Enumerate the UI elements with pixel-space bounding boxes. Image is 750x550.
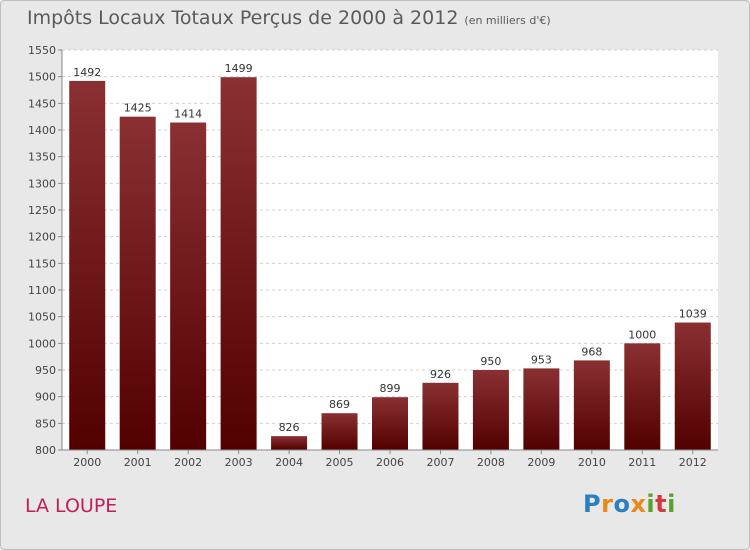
data-label-2001: 1425 (124, 102, 152, 115)
chart-unit: (en milliers d'€) (464, 14, 551, 27)
x-tick-label-2008: 2008 (477, 456, 505, 469)
bar-2008 (472, 370, 509, 450)
y-axis: 800 850 900 950 1000 1050 1100 1150 1200 1250 1300… (28, 44, 63, 457)
logo-letter: o (613, 490, 631, 518)
x-tick-label-2007: 2007 (426, 456, 454, 469)
logo-letter: t (655, 490, 668, 518)
bar-2005 (321, 413, 358, 450)
bar-2007 (422, 382, 459, 450)
x-tick-label-2011: 2011 (628, 456, 656, 469)
x-tick-label-2009: 2009 (527, 456, 555, 469)
y-tick-label: 1100 (28, 284, 56, 297)
logo-letter: P (583, 490, 602, 518)
proxiti-logo[interactable]: Proxiti (583, 490, 676, 518)
bar-2011 (624, 343, 661, 450)
data-label-2005: 869 (329, 398, 350, 411)
x-tick-label-2001: 2001 (124, 456, 152, 469)
x-axis: 2000 2001 2002 2003 2004 2005 2006 2007 2008 2009… (62, 449, 718, 469)
x-tick-label-2012: 2012 (679, 456, 707, 469)
y-tick-label: 1550 (28, 44, 56, 57)
y-tick-label: 1050 (28, 311, 56, 324)
chart-title-text: Impôts Locaux Totaux Perçus de 2000 à 20… (27, 7, 459, 29)
data-label-2012: 1039 (679, 308, 707, 321)
bar-2003 (220, 77, 257, 450)
bar-2002 (170, 122, 207, 451)
x-tick-label-2010: 2010 (578, 456, 606, 469)
commune-name: LA LOUPE (25, 495, 118, 517)
y-tick-label: 800 (35, 444, 56, 457)
x-tick-label-2004: 2004 (275, 456, 303, 469)
x-tick-label-2003: 2003 (225, 456, 253, 469)
data-label-2009: 953 (531, 353, 552, 366)
bar-2009 (523, 368, 560, 450)
y-tick-label: 950 (35, 364, 56, 377)
y-tick-label: 1000 (28, 337, 56, 350)
y-tick-label: 1500 (28, 71, 56, 84)
y-tick-label: 1250 (28, 204, 56, 217)
data-label-2000: 1492 (73, 66, 101, 79)
bars (69, 77, 711, 451)
bar-2004 (271, 436, 308, 450)
bar-2012 (674, 322, 711, 450)
x-tick-label-2005: 2005 (326, 456, 354, 469)
data-label-2002: 1414 (174, 108, 202, 121)
y-tick-label: 1350 (28, 151, 56, 164)
y-tick-label: 1400 (28, 124, 56, 137)
bar-2001 (119, 116, 156, 451)
y-tick-label: 1450 (28, 97, 56, 110)
chart-title: Impôts Locaux Totaux Perçus de 2000 à 20… (27, 7, 551, 29)
bar-2010 (573, 360, 610, 450)
data-labels: 1492 1425 1414 1499 826 869 899 926 950 953 968 100… (73, 62, 707, 434)
y-tick-label: 900 (35, 391, 56, 404)
y-tick-label: 1200 (28, 231, 56, 244)
y-tick-label: 1150 (28, 257, 56, 270)
logo-letter: i (667, 490, 676, 518)
logo-letter: i (646, 490, 656, 518)
x-tick-label-2002: 2002 (174, 456, 202, 469)
data-label-2004: 826 (279, 421, 300, 434)
data-label-2007: 926 (430, 368, 451, 381)
bar-2000 (69, 80, 106, 450)
data-label-2006: 899 (380, 382, 401, 395)
data-label-2010: 968 (581, 345, 602, 358)
logo-letter: r (601, 490, 614, 518)
data-label-2008: 950 (480, 355, 501, 368)
bar-2006 (372, 397, 408, 450)
x-tick-label-2006: 2006 (376, 456, 404, 469)
y-tick-label: 1300 (28, 177, 56, 190)
y-tick-label: 850 (35, 417, 56, 430)
data-label-2011: 1000 (628, 328, 656, 341)
logo-letter: x (630, 490, 647, 518)
x-tick-label-2000: 2000 (73, 456, 101, 469)
data-label-2003: 1499 (225, 62, 253, 75)
